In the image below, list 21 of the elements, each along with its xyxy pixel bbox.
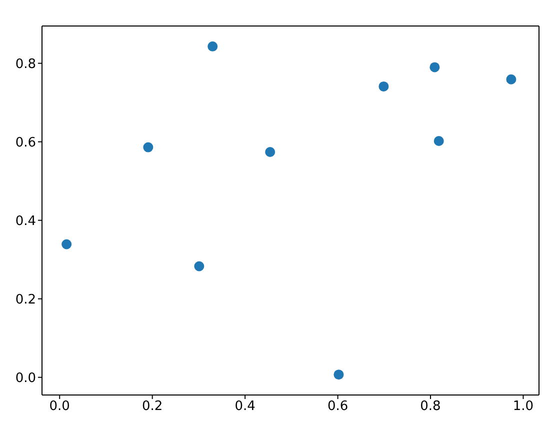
x-tick-label: 0.8	[420, 399, 441, 414]
point	[208, 41, 218, 52]
point	[434, 136, 444, 146]
y-tick-label: 0.4	[15, 214, 36, 229]
point	[430, 62, 440, 72]
point	[334, 370, 344, 380]
x-tick-label: 0.0	[49, 399, 70, 414]
point	[506, 74, 516, 84]
point	[62, 239, 72, 250]
y-tick-label: 0.6	[15, 135, 36, 150]
x-tick-label: 0.2	[142, 399, 163, 414]
point	[143, 142, 154, 152]
x-tick-label: 0.4	[234, 399, 256, 414]
y-tick-label: 0.8	[15, 56, 36, 72]
point	[378, 81, 389, 92]
y-tick-label: 0.2	[15, 292, 36, 308]
point	[265, 147, 276, 158]
point	[194, 261, 204, 272]
y-tick-label: 0.0	[15, 370, 36, 386]
x-tick-label: 1.0	[512, 399, 534, 414]
x-tick-label: 0.6	[327, 399, 348, 414]
